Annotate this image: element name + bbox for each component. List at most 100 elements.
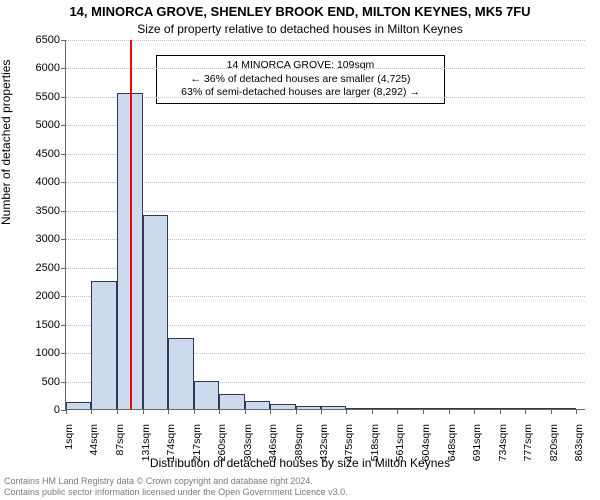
footer-attribution: Contains HM Land Registry data © Crown c… [4, 476, 596, 498]
y-tick-label: 6000 [25, 62, 60, 74]
y-tick-label: 3500 [25, 205, 60, 217]
x-tick [296, 409, 297, 414]
y-tick [61, 268, 66, 269]
y-tick-label: 6500 [25, 34, 60, 46]
x-tick [500, 409, 501, 414]
x-tick-label: 389sqm [293, 424, 305, 474]
footer-line-2: Contains public sector information licen… [4, 487, 596, 498]
histogram-bar [219, 394, 244, 409]
x-tick-label: 518sqm [369, 424, 381, 474]
histogram-bar [397, 408, 422, 409]
y-tick [61, 296, 66, 297]
plot-area: 14 MINORCA GROVE: 109sqm ← 36% of detach… [65, 40, 585, 410]
y-tick-label: 500 [25, 376, 60, 388]
footer-line-1: Contains HM Land Registry data © Crown c… [4, 476, 596, 487]
x-tick [194, 409, 195, 414]
histogram-bar [525, 408, 550, 409]
x-tick-label: 131sqm [140, 424, 152, 474]
x-tick [143, 409, 144, 414]
y-tick-label: 0 [25, 404, 60, 416]
histogram-bar [194, 381, 219, 409]
grid-line [66, 40, 585, 41]
histogram-bar [66, 402, 91, 409]
y-tick [61, 125, 66, 126]
x-tick [321, 409, 322, 414]
grid-line [66, 68, 585, 69]
histogram-bar [245, 401, 270, 409]
x-tick-label: 820sqm [548, 424, 560, 474]
x-tick-label: 44sqm [88, 424, 100, 474]
x-tick [66, 409, 67, 414]
histogram-bar [321, 406, 346, 409]
x-tick [423, 409, 424, 414]
x-tick-label: 648sqm [446, 424, 458, 474]
property-marker-line [130, 40, 132, 409]
histogram-bar [346, 408, 371, 409]
y-tick-label: 1500 [25, 319, 60, 331]
x-tick-label: 863sqm [573, 424, 585, 474]
y-tick [61, 68, 66, 69]
histogram-bar [168, 338, 193, 409]
x-tick [397, 409, 398, 414]
annotation-line-2: ← 36% of detached houses are smaller (4,… [163, 73, 438, 87]
y-tick [61, 382, 66, 383]
x-tick-label: 87sqm [114, 424, 126, 474]
x-tick-label: 734sqm [497, 424, 509, 474]
x-tick [551, 409, 552, 414]
x-tick-label: 604sqm [420, 424, 432, 474]
y-tick [61, 97, 66, 98]
x-tick [525, 409, 526, 414]
y-tick-label: 1000 [25, 347, 60, 359]
y-tick-label: 2000 [25, 290, 60, 302]
grid-line [66, 211, 585, 212]
x-tick [270, 409, 271, 414]
x-tick-label: 303sqm [242, 424, 254, 474]
x-tick-label: 691sqm [471, 424, 483, 474]
grid-line [66, 182, 585, 183]
x-tick-label: 561sqm [394, 424, 406, 474]
x-tick-label: 475sqm [343, 424, 355, 474]
x-tick [91, 409, 92, 414]
y-tick [61, 325, 66, 326]
y-axis-label: Number of detached properties [0, 60, 13, 225]
histogram-bar [270, 404, 295, 409]
x-tick-label: 1sqm [63, 424, 75, 474]
histogram-bar [551, 408, 576, 409]
x-tick [372, 409, 373, 414]
chart-root: 14, MINORCA GROVE, SHENLEY BROOK END, MI… [0, 0, 600, 500]
histogram-bar [143, 215, 168, 409]
chart-title-main: 14, MINORCA GROVE, SHENLEY BROOK END, MI… [0, 4, 600, 19]
histogram-bar [423, 408, 449, 409]
histogram-bar [500, 408, 525, 409]
chart-title-sub: Size of property relative to detached ho… [0, 22, 600, 36]
x-tick [168, 409, 169, 414]
x-tick [576, 409, 577, 414]
x-tick [346, 409, 347, 414]
histogram-bar [91, 281, 116, 409]
x-tick [219, 409, 220, 414]
y-tick-label: 4500 [25, 148, 60, 160]
y-tick [61, 40, 66, 41]
y-tick-label: 2500 [25, 262, 60, 274]
x-tick-label: 217sqm [191, 424, 203, 474]
histogram-bar [372, 408, 397, 409]
x-tick [449, 409, 450, 414]
y-tick-label: 5500 [25, 91, 60, 103]
annotation-line-1: 14 MINORCA GROVE: 109sqm [163, 59, 438, 73]
grid-line [66, 154, 585, 155]
grid-line [66, 97, 585, 98]
grid-line [66, 125, 585, 126]
histogram-bar [296, 406, 321, 409]
y-tick-label: 3000 [25, 233, 60, 245]
y-tick [61, 154, 66, 155]
y-tick [61, 239, 66, 240]
y-tick [61, 182, 66, 183]
x-tick-label: 777sqm [522, 424, 534, 474]
y-tick [61, 211, 66, 212]
x-tick-label: 174sqm [165, 424, 177, 474]
x-tick-label: 346sqm [267, 424, 279, 474]
y-tick [61, 353, 66, 354]
x-tick-label: 432sqm [318, 424, 330, 474]
y-tick-label: 4000 [25, 176, 60, 188]
x-tick [245, 409, 246, 414]
